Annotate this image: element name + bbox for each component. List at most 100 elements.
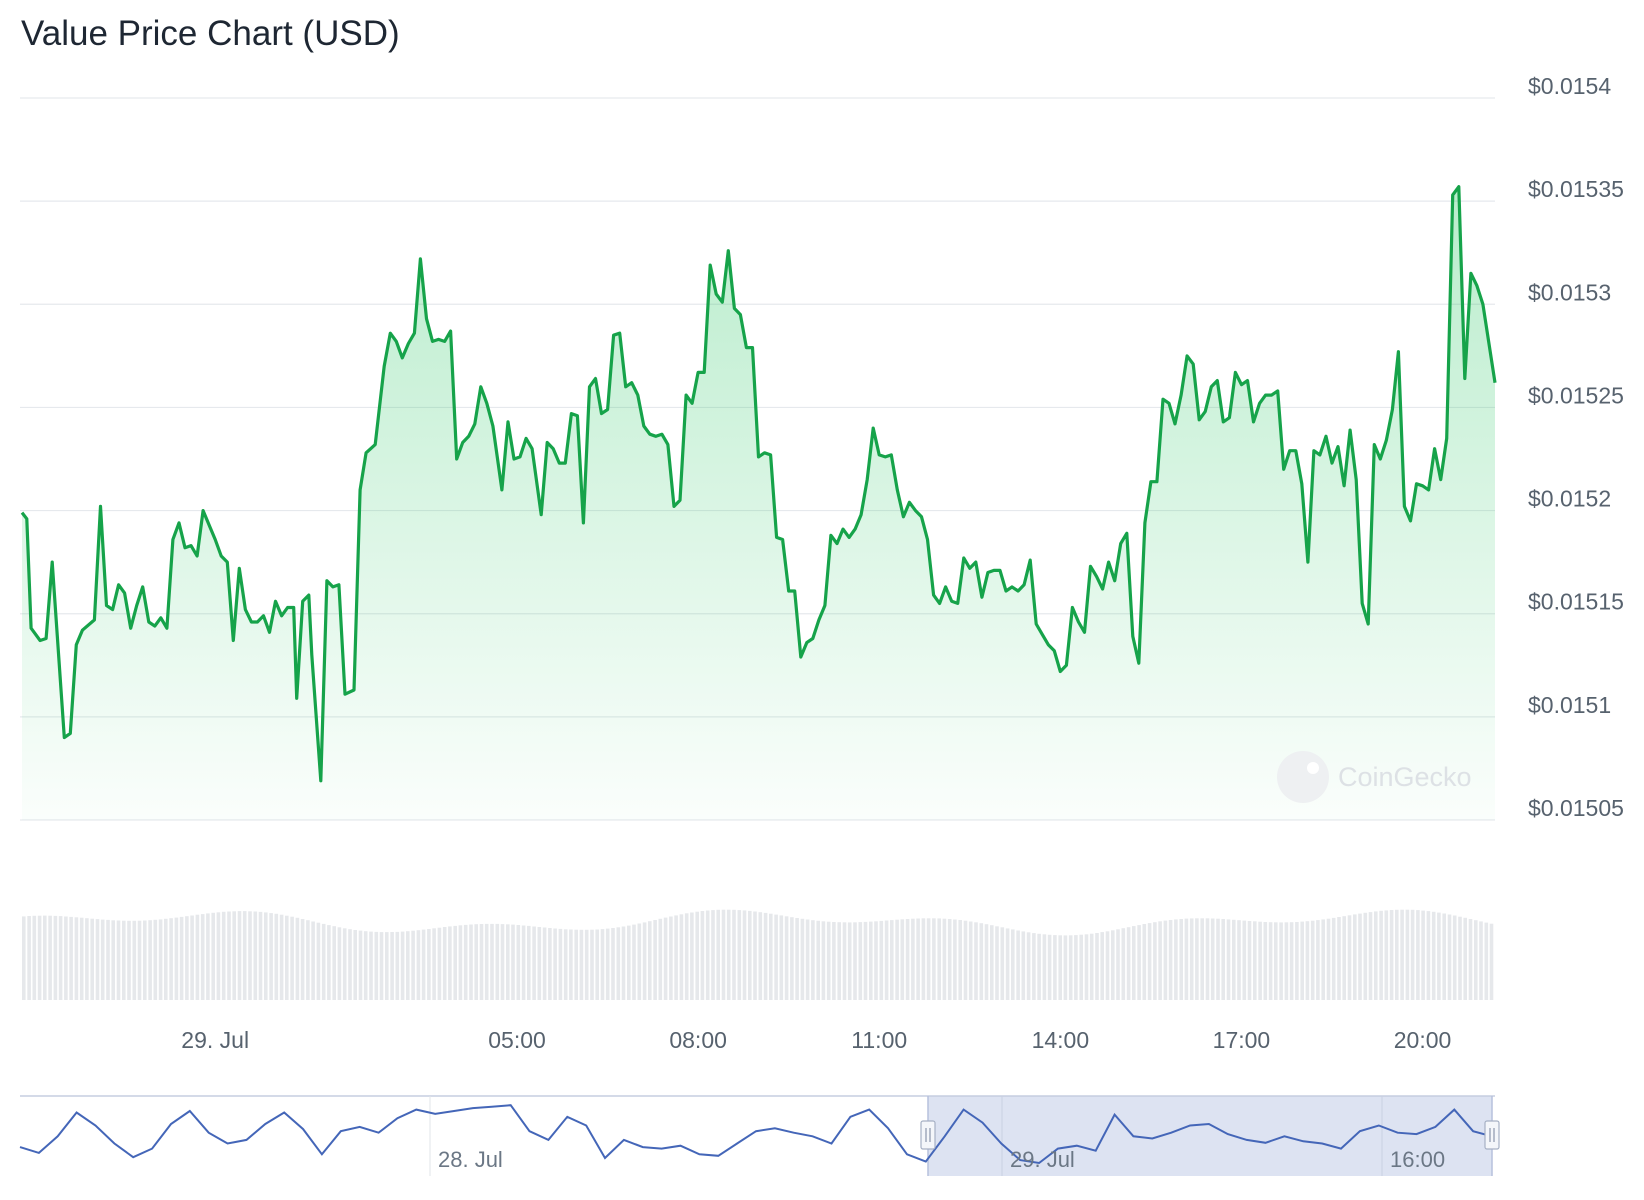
- volume-bar: [532, 926, 536, 1000]
- volume-bar: [290, 916, 294, 1000]
- volume-bar: [411, 930, 415, 1000]
- volume-bar: [1426, 911, 1431, 1000]
- volume-bar: [395, 931, 400, 1000]
- volume-bar: [1279, 922, 1283, 1000]
- volume-bar: [648, 921, 652, 1000]
- volume-bar: [842, 922, 847, 1000]
- navigator-right-handle[interactable]: [1484, 1120, 1500, 1150]
- volume-bar: [1053, 935, 1057, 1000]
- navigator-left-handle[interactable]: [920, 1120, 936, 1150]
- y-tick-label: $0.0153: [1528, 279, 1611, 305]
- volume-bar: [895, 919, 899, 1000]
- volume-bar: [311, 921, 315, 1000]
- volume-bar: [1137, 925, 1141, 1000]
- volume-bar: [1447, 914, 1452, 1000]
- volume-bar: [511, 924, 515, 1000]
- volume-bar: [1132, 926, 1136, 1000]
- volume-bar: [143, 920, 147, 1000]
- volume-bar: [1063, 935, 1068, 1000]
- x-tick-label: 14:00: [1032, 1027, 1090, 1053]
- volume-bar: [158, 919, 163, 1000]
- volume-bar: [316, 922, 321, 1000]
- volume-bar: [1221, 919, 1225, 1000]
- volume-bar: [79, 917, 84, 1000]
- volume-bar: [858, 922, 863, 1000]
- volume-bar: [1237, 920, 1241, 1000]
- volume-bar: [111, 920, 115, 1000]
- volume-bar: [74, 917, 79, 1000]
- volume-bar: [1347, 915, 1352, 1000]
- navigator[interactable]: 28. Jul 29. Jul 16:00: [19, 1095, 1500, 1176]
- volume-bar: [342, 928, 347, 1000]
- volume-bar: [1384, 910, 1389, 1000]
- volume-bar: [1232, 919, 1236, 1000]
- volume-bar: [169, 918, 173, 1000]
- volume-bar: [869, 921, 873, 1000]
- volume-bar: [421, 929, 426, 1000]
- volume-bar: [1258, 921, 1262, 1000]
- volume-bar: [1105, 931, 1110, 1000]
- volume-bar: [1405, 909, 1410, 1000]
- x-tick-label: 05:00: [488, 1027, 546, 1053]
- gecko-eye-icon: [1307, 762, 1319, 774]
- volume-bar: [300, 919, 305, 1000]
- volume-bar: [416, 930, 421, 1000]
- volume-bar: [590, 929, 594, 1000]
- volume-bar: [669, 916, 673, 1000]
- volume-bar: [148, 920, 152, 1000]
- volume-bar: [890, 920, 894, 1000]
- volume-bar: [137, 920, 142, 1000]
- volume-bar: [437, 927, 442, 1000]
- volume-bar: [1326, 918, 1331, 1000]
- volume-bar: [663, 917, 668, 1000]
- volume-bar: [821, 921, 826, 1000]
- volume-bar: [400, 931, 405, 1000]
- navigator-selection[interactable]: [928, 1096, 1492, 1176]
- volume-bar: [700, 911, 705, 1000]
- volume-bar: [190, 915, 194, 1000]
- volume-bar: [43, 915, 47, 1000]
- volume-bar: [1037, 933, 1041, 1000]
- volume-bar: [1200, 918, 1204, 1000]
- volume-bar: [358, 930, 363, 1000]
- volume-bar: [716, 909, 720, 1000]
- volume-bar: [1389, 910, 1394, 1000]
- navigator-label-28-jul: 28. Jul: [438, 1147, 503, 1172]
- volume-bar: [1147, 923, 1152, 1000]
- volume-bar: [1289, 922, 1294, 1000]
- volume-bar: [1189, 918, 1194, 1000]
- volume-bar: [763, 912, 768, 1000]
- volume-bar: [1416, 910, 1420, 1000]
- volume-bar: [779, 915, 784, 1000]
- volume-bar: [600, 929, 605, 1000]
- volume-bar: [1179, 919, 1183, 1000]
- volume-bar: [632, 924, 636, 1000]
- volume-bar: [248, 911, 252, 1000]
- volume-bar: [1021, 931, 1026, 1000]
- y-tick-label: $0.0154: [1528, 73, 1611, 99]
- volume-bar: [1410, 909, 1415, 1000]
- volume-bar: [705, 910, 710, 1000]
- volume-bar: [1074, 935, 1078, 1000]
- volume-bar: [1474, 920, 1478, 1000]
- volume-bar: [1305, 921, 1310, 1000]
- volume-bar: [1374, 911, 1378, 1000]
- volume-bar: [1000, 927, 1005, 1000]
- volume-bar: [1300, 921, 1304, 1000]
- volume-bar: [1195, 918, 1199, 1000]
- volume-bar: [1431, 911, 1436, 1000]
- volume-bar: [1379, 910, 1383, 1000]
- volume-bar: [32, 915, 37, 1000]
- volume-bar: [237, 911, 242, 1000]
- y-tick-label: $0.0152: [1528, 486, 1611, 512]
- volume-bar: [1268, 922, 1273, 1000]
- volume-bar: [369, 931, 373, 1000]
- volume-bar: [847, 922, 852, 1000]
- y-tick-label: $0.01535: [1528, 176, 1624, 202]
- volume-bar: [527, 925, 531, 1000]
- volume-bar: [816, 920, 820, 1000]
- volume-bar: [174, 917, 179, 1000]
- price-line[interactable]: [20, 185, 1497, 783]
- volume-bar: [85, 918, 89, 1000]
